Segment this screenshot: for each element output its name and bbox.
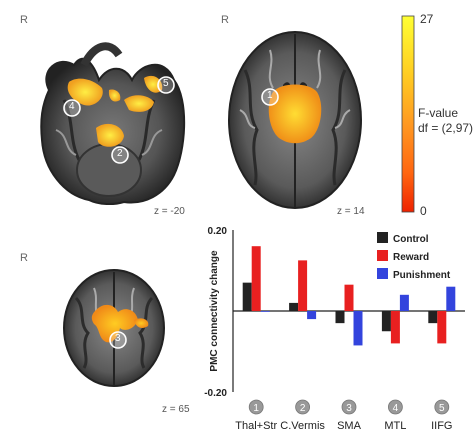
roi-marker-1 — [261, 88, 279, 106]
bar-reward-1 — [298, 260, 308, 311]
colorbar-title: F-value — [418, 106, 459, 120]
z-coordinate-superior: z = 14 — [337, 206, 365, 217]
brain-slice-inferior: R 4 5 2 z = -20 — [14, 10, 204, 220]
bar-punishment-4 — [446, 286, 456, 311]
roi-number-3: 3 — [115, 333, 121, 344]
bar-punishment-3 — [399, 294, 409, 311]
legend-swatch-reward — [377, 250, 388, 261]
brain-slice-top: R 3 z = 65 — [14, 228, 204, 438]
roi-number-5: 5 — [163, 78, 169, 89]
roi-marker-4 — [63, 99, 81, 117]
roi-number-4: 4 — [69, 101, 75, 112]
category-number-3: 3 — [346, 403, 352, 414]
orientation-label-r: R — [221, 14, 229, 26]
category-label-3: SMA — [337, 420, 362, 432]
category-number-4: 4 — [393, 403, 399, 414]
orientation-label-r: R — [20, 252, 28, 264]
bar-control-2 — [335, 311, 345, 324]
category-label-1: Thal+Str — [235, 420, 277, 432]
brain-image-top — [63, 269, 165, 387]
colorbar-min: 0 — [420, 204, 427, 218]
category-number-circle-5 — [434, 399, 450, 415]
connectivity-bar-chart: 0.20 -0.20 PMC connectivity change 1 Thal+St… — [204, 226, 465, 432]
roi-number-1: 1 — [267, 90, 273, 101]
category-number-circle-4 — [387, 399, 403, 415]
roi-marker-5 — [157, 76, 175, 94]
bar-punishment-2 — [353, 311, 363, 346]
y-tick-label-bottom: -0.20 — [204, 388, 227, 399]
bar-reward-4 — [437, 311, 447, 344]
bar-punishment-0 — [260, 311, 270, 312]
colorbar-df: df = (2,97) — [418, 121, 474, 135]
bar-reward-2 — [344, 284, 354, 311]
y-axis-label: PMC connectivity change — [209, 250, 220, 372]
category-label-2: C.Vermis — [280, 420, 325, 432]
orientation-label-r: R — [20, 14, 28, 26]
category-number-circle-2 — [295, 399, 310, 415]
colorbar-max: 27 — [420, 12, 434, 26]
z-coordinate-top: z = 65 — [162, 404, 190, 415]
legend-label-reward: Reward — [393, 252, 429, 263]
brain-image-inferior — [40, 42, 186, 206]
category-number-circle-1 — [248, 399, 264, 415]
bar-reward-0 — [251, 246, 261, 311]
bar-control-3 — [381, 311, 391, 332]
legend-swatch-punishment — [377, 268, 388, 279]
category-number-circle-3 — [341, 399, 357, 415]
legend-label-control: Control — [393, 234, 429, 245]
category-label-4: MTL — [384, 420, 406, 432]
bar-control-4 — [428, 311, 438, 324]
colorbar-graphic — [401, 15, 415, 213]
category-label-5: IIFG — [431, 420, 452, 432]
z-coordinate-inferior: z = -20 — [154, 206, 185, 217]
category-number-2: 2 — [300, 403, 306, 414]
bar-control-1 — [289, 302, 299, 311]
bar-control-0 — [242, 282, 252, 311]
roi-marker-2 — [111, 146, 129, 164]
bar-punishment-1 — [307, 311, 317, 320]
brain-slice-superior: R 1 z = 14 — [215, 10, 375, 220]
legend-label-punishment: Punishment — [393, 270, 451, 281]
colorbar: 27 0 — [398, 12, 474, 222]
brain-image-superior — [228, 31, 362, 209]
category-number-1: 1 — [253, 403, 259, 414]
roi-number-2: 2 — [117, 148, 123, 159]
bar-reward-3 — [390, 311, 400, 344]
y-tick-label-top: 0.20 — [208, 226, 228, 237]
roi-marker-3 — [109, 331, 127, 349]
category-number-5: 5 — [439, 403, 445, 414]
legend-swatch-control — [377, 232, 388, 243]
